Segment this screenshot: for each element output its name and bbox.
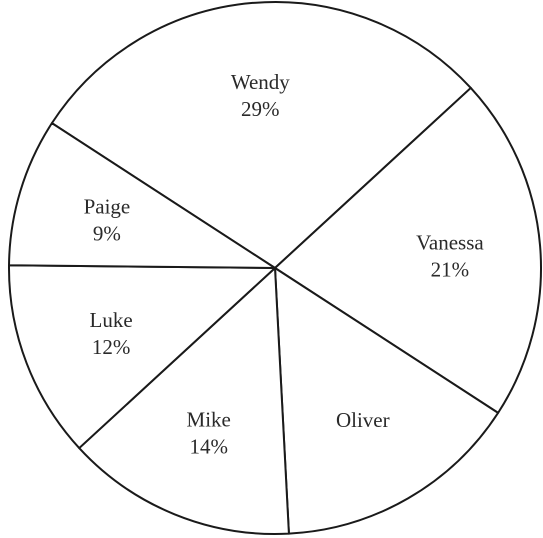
slice-name-vanessa: Vanessa (416, 230, 484, 254)
slice-percent-mike: 14% (189, 435, 228, 459)
slice-percent-vanessa: 21% (431, 257, 470, 281)
pie-slice-paige (8, 122, 276, 269)
slice-percent-luke: 12% (92, 335, 131, 359)
slice-name-paige: Paige (84, 194, 131, 218)
slice-percent-wendy: 29% (241, 97, 280, 121)
slice-percent-paige: 9% (93, 221, 121, 245)
pie-slice-mike (78, 267, 290, 536)
slice-name-oliver: Oliver (336, 408, 390, 432)
pie-slice-oliver (274, 267, 500, 535)
slice-name-luke: Luke (90, 308, 133, 332)
pie-slice-wendy (50, 1, 472, 269)
pie-slices (8, 1, 542, 536)
pie-slice-luke (8, 264, 276, 450)
pie-slice-vanessa (274, 86, 542, 414)
pie-labels: Wendy 29% Vanessa 21% Oliver Mike 14% Luke 12% Pa… (84, 70, 485, 458)
slice-name-mike: Mike (187, 408, 231, 432)
slice-name-wendy: Wendy (231, 70, 290, 94)
